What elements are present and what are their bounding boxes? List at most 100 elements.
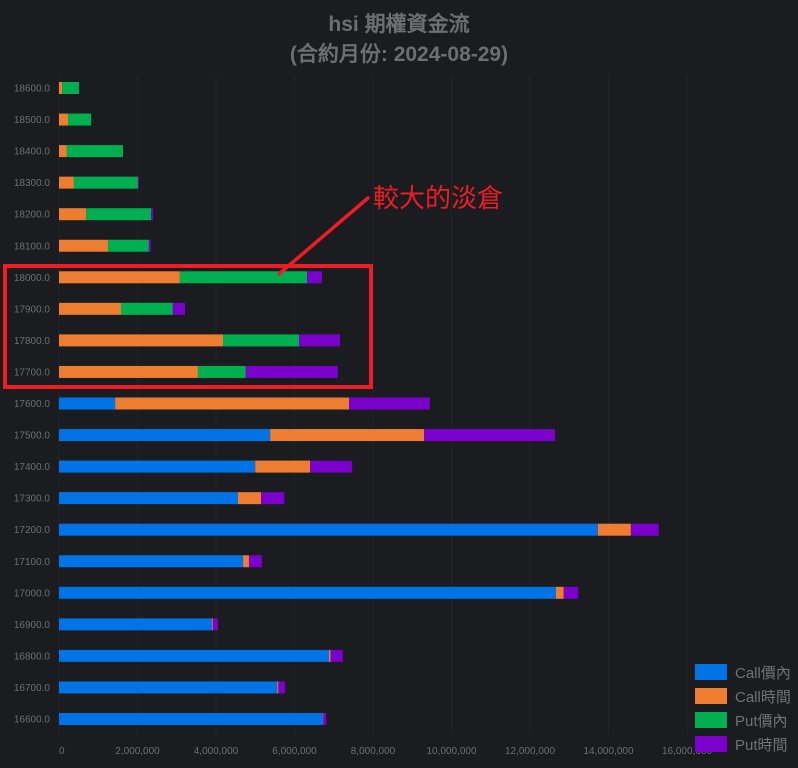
y-tick-label: 16600.0 [14,715,51,726]
y-tick-label: 18500.0 [14,115,51,126]
chart-subtitle: (合約月份: 2024-08-29) [289,43,509,66]
legend-label: Put時間 [735,736,788,754]
bar-Put時間 [310,460,353,473]
bar-Call時間 [329,649,331,662]
y-tick-label: 17200.0 [14,525,51,536]
bar-Call時間 [59,334,224,347]
bar-Call時間 [212,618,214,631]
y-tick-label: 17500.0 [14,431,51,442]
bar-Call時間 [59,365,198,378]
legend: Call價內 Call時間 Put價內 Put時間 [695,660,791,756]
bar-Put價內 [121,302,173,315]
legend-label: Put價內 [735,712,788,730]
y-tick-label: 17600.0 [14,399,51,410]
bar-Put價內 [73,176,138,189]
x-tick-label: 14,000,000 [583,746,633,757]
legend-item[interactable]: Call價內 [695,660,791,684]
bar-Call時間 [59,113,69,126]
bar-Put時間 [151,208,154,221]
bar-Put價內 [66,145,123,158]
y-tick-label: 17100.0 [14,557,51,568]
legend-item[interactable]: Put價內 [695,708,791,732]
bar-Call價內 [59,397,116,410]
bar-Call價內 [59,586,556,599]
bar-Put時間 [137,176,139,189]
x-tick-label: 16,000,000 [662,746,712,757]
bar-Put時間 [245,365,338,378]
bar-Put價內 [179,271,308,284]
bar-Put時間 [172,302,185,315]
y-tick-label: 17000.0 [14,588,51,599]
bar-Call時間 [59,145,67,158]
y-tick-label: 16700.0 [14,683,51,694]
bar-Put時間 [299,334,341,347]
x-tick-label: 6,000,000 [272,746,317,757]
bar-Call價內 [59,618,213,631]
y-tick-label: 16800.0 [14,651,51,662]
y-tick-label: 17300.0 [14,494,51,505]
y-tick-label: 18000.0 [14,273,51,284]
bar-Call時間 [59,302,122,315]
bar-Put價內 [223,334,300,347]
legend-label: Call價內 [735,664,791,682]
chart-title: hsi 期權資金流 [328,13,470,36]
legend-swatch [695,736,727,752]
bar-Call時間 [270,429,425,442]
x-tick-label: 4,000,000 [194,746,239,757]
legend-item[interactable]: Call時間 [695,684,791,708]
bar-Put時間 [248,555,262,568]
bar-Call時間 [555,586,564,599]
x-tick-label: 0 [59,746,65,757]
y-tick-label: 18400.0 [14,147,51,158]
bar-Put時間 [563,586,579,599]
bar-Put時間 [349,397,430,410]
bar-Put時間 [323,713,327,725]
bar-Call價內 [59,649,330,662]
x-tick-label: 10,000,000 [426,746,476,757]
y-tick-label: 18600.0 [14,84,51,95]
legend-swatch [695,664,727,680]
bar-Call時間 [59,271,180,284]
bar-Call時間 [59,176,74,189]
bar-Put價內 [86,208,152,221]
bar-Call時間 [277,681,279,694]
bar-Call時間 [597,523,631,536]
y-tick-label: 18100.0 [14,241,51,252]
bar-Put價內 [62,82,80,94]
legend-swatch [695,688,727,704]
y-tick-label: 16900.0 [14,620,51,631]
bar-Call時間 [243,555,249,568]
bar-Call時間 [59,239,109,252]
annotation-text: 較大的淡倉 [373,184,504,214]
y-tick-label: 18300.0 [14,178,51,189]
x-tick-label: 8,000,000 [351,746,396,757]
bar-Call價內 [59,713,323,725]
bar-Put時間 [261,492,285,505]
bar-Put價內 [197,365,246,378]
bar-Put時間 [630,523,659,536]
legend-label: Call時間 [735,688,791,706]
bar-Call時間 [59,208,87,221]
bar-Call價內 [59,460,256,473]
highlight-box [3,264,373,389]
y-tick-label: 17400.0 [14,462,51,473]
bar-Call時間 [59,82,63,94]
y-tick-label: 17700.0 [14,367,51,378]
bar-Call價內 [59,681,278,694]
bar-Put時間 [307,271,322,284]
y-tick-label: 18200.0 [14,210,51,221]
bar-Call價內 [59,555,244,568]
x-tick-label: 12,000,000 [505,746,555,757]
bar-Call價內 [59,523,598,536]
x-tick-label: 2,000,000 [115,746,160,757]
legend-item[interactable]: Put時間 [695,732,791,756]
bar-Put價內 [108,239,149,252]
bar-Call價內 [59,429,271,442]
bar-Put價內 [68,113,92,126]
bar-Call時間 [237,492,262,505]
annotation-arrow [277,196,370,276]
bar-Put時間 [278,681,286,694]
bar-Put時間 [212,618,218,631]
